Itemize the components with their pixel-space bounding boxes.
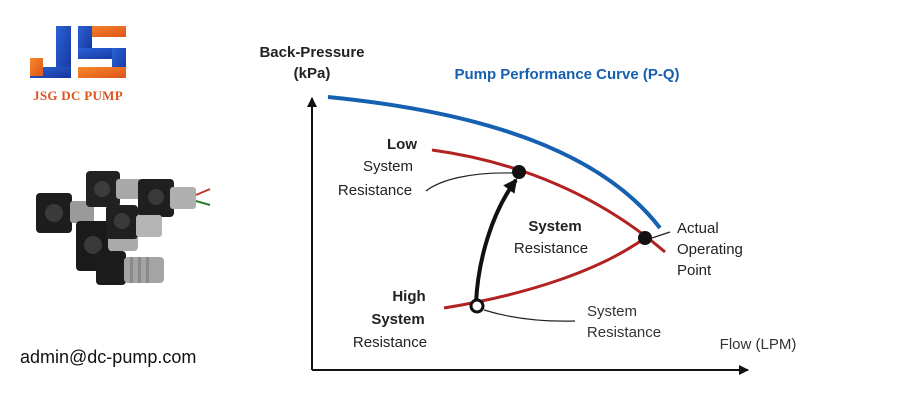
high-label-line3: Resistance <box>353 334 427 351</box>
brand-logo <box>30 26 126 78</box>
operating-point-marker <box>638 231 652 245</box>
bottom-label-leader <box>483 309 576 322</box>
middle-label-line2: Resistance <box>514 240 588 257</box>
low-label-line1: Low <box>387 136 417 153</box>
pump-unit <box>106 205 162 239</box>
bottom-label-line1: System <box>587 303 637 320</box>
pump-products-image <box>36 171 211 285</box>
high-resistance-point <box>469 298 485 314</box>
pump-unit <box>96 251 164 285</box>
high-label-line2: System <box>371 311 424 328</box>
y-axis-label: Back-Pressure <box>259 44 364 61</box>
x-axis-label: Flow (LPM) <box>720 336 797 353</box>
operating-label-line1: Actual <box>677 220 719 237</box>
y-axis-unit: (kPa) <box>294 65 331 82</box>
pump-unit <box>138 179 211 217</box>
low-label-line2: System <box>363 158 413 175</box>
brand-name: JSG DC PUMP <box>33 88 123 103</box>
operating-label-leader <box>651 231 671 239</box>
low-resistance-point <box>512 165 526 179</box>
pump-unit <box>86 171 142 207</box>
high-label-line1: High <box>392 288 425 305</box>
operating-label-line2: Operating <box>677 241 743 258</box>
low-label-line3: Resistance <box>338 182 412 199</box>
pump-unit <box>36 193 94 233</box>
low-resistance-system-curve <box>431 148 666 254</box>
low-label-leader <box>425 172 513 192</box>
pump-performance-curve <box>327 95 662 230</box>
diagram-title: Pump Performance Curve (P-Q) <box>454 66 679 83</box>
bottom-label-line2: Resistance <box>587 324 661 341</box>
contact-email: admin@dc-pump.com <box>20 347 197 367</box>
operating-label-line3: Point <box>677 262 712 279</box>
resistance-shift-arrow <box>474 178 518 304</box>
middle-label-line1: System <box>528 218 581 235</box>
